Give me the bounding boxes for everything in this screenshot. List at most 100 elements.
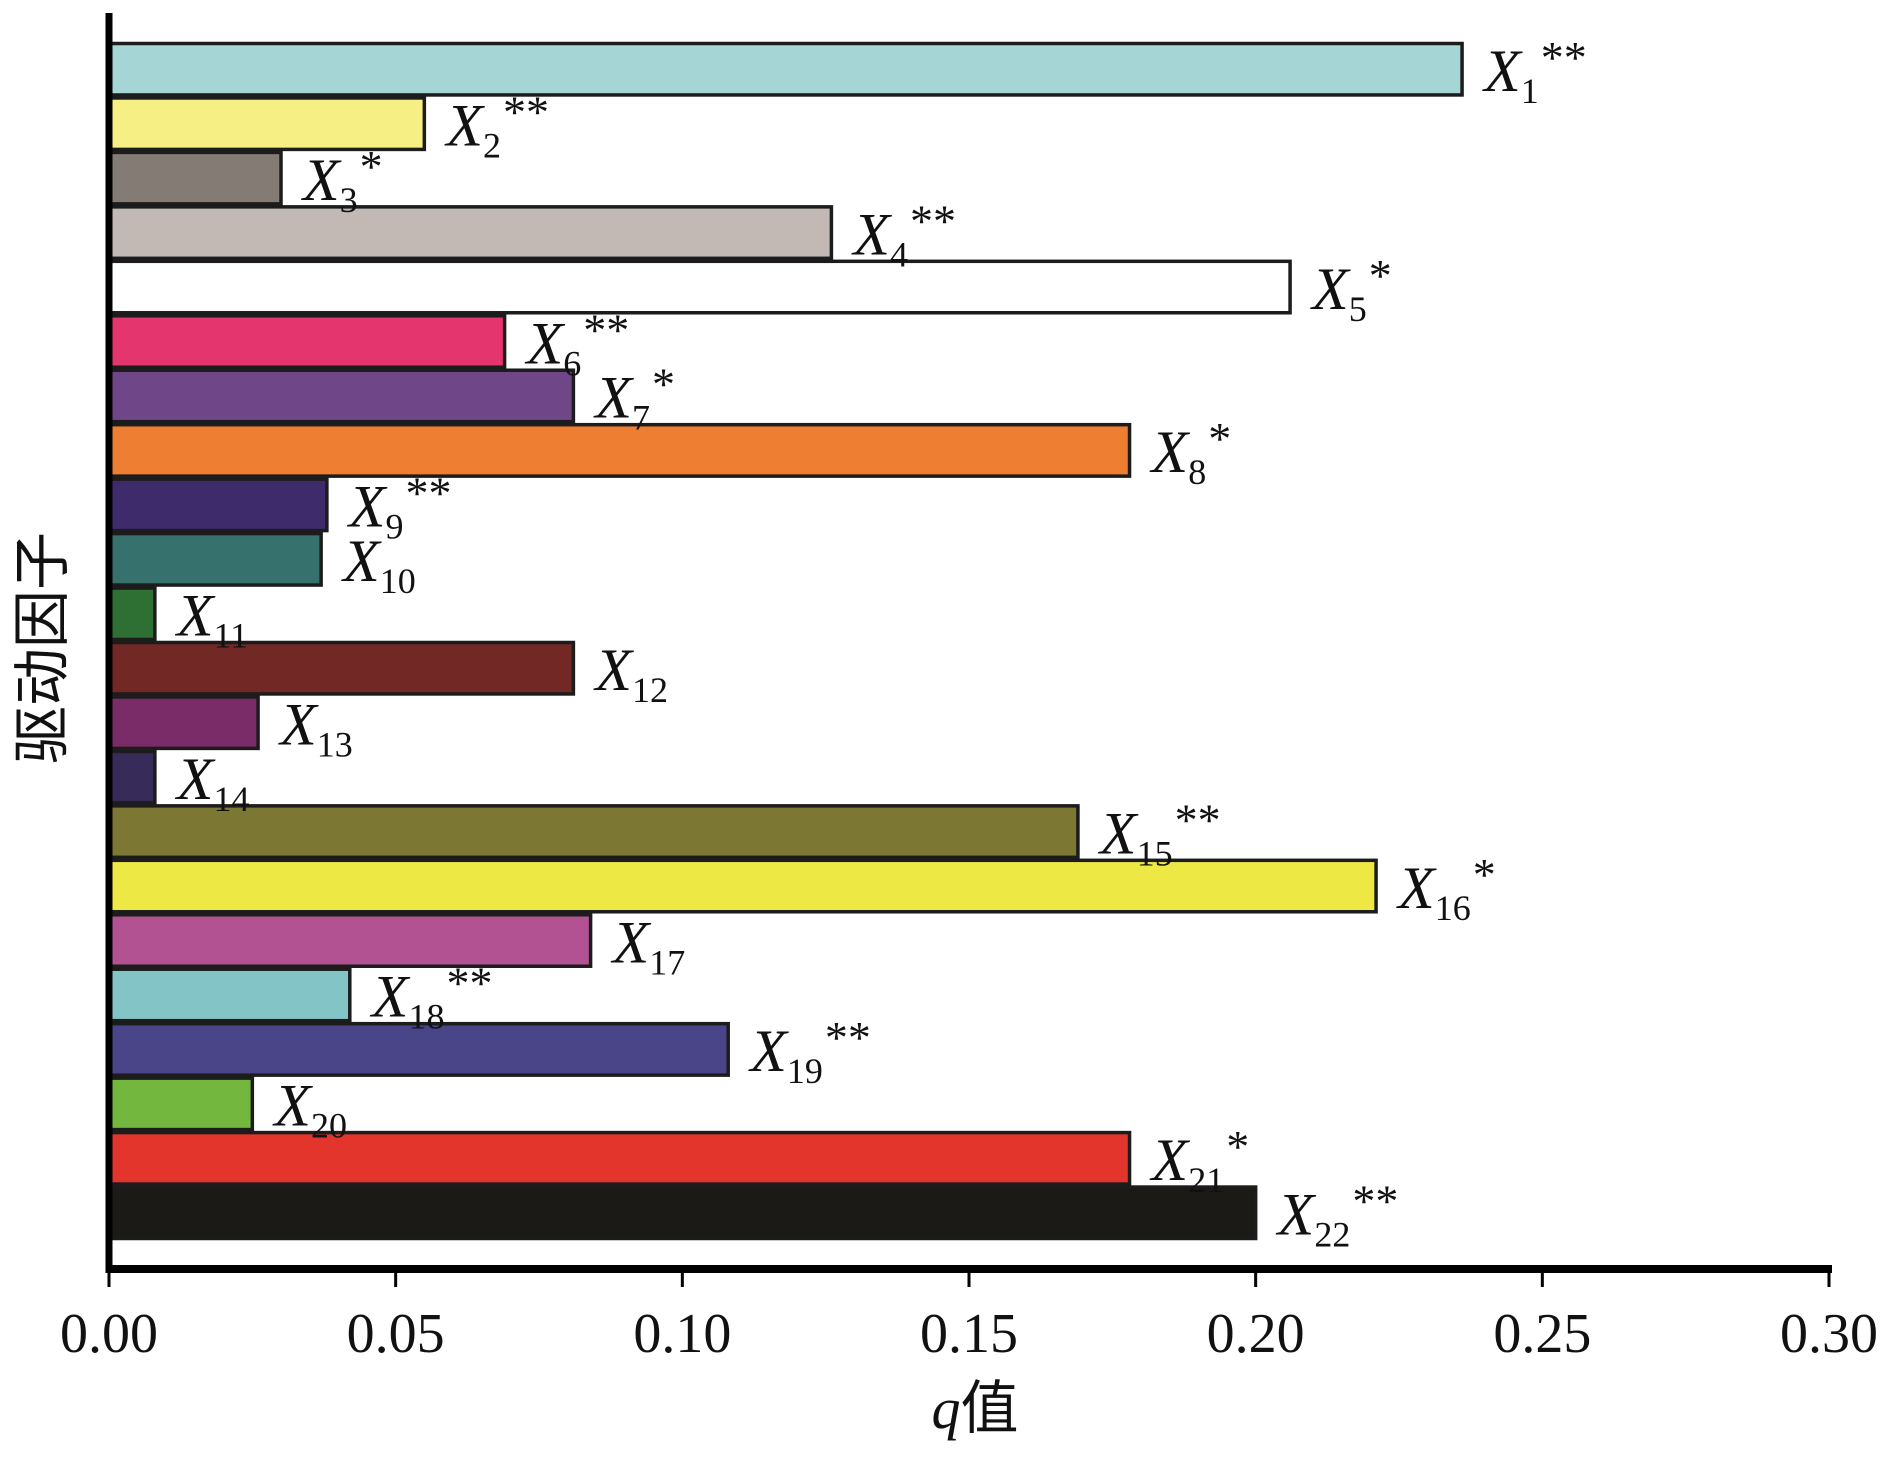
bar-label-x7: X7* [593, 359, 675, 438]
bar-x8 [107, 422, 1132, 478]
bar-label-significance: ** [406, 468, 452, 519]
bar-label-subscript: 6 [563, 343, 581, 383]
bar-label-subscript: 4 [890, 234, 908, 274]
bar-label-name: X [301, 147, 342, 213]
x-tick-labels-group: 0.00 0.05 0.10 0.15 0.20 0.25 0.30 [60, 1303, 1878, 1365]
bar-label-x6: X6** [525, 304, 630, 383]
bar-label-x12: X12 [593, 637, 668, 710]
bar-label-name: X [748, 1018, 789, 1084]
bar-label-name: X [1150, 419, 1191, 485]
bar-label-x20: X20 [272, 1073, 347, 1146]
bar-label-name: X [272, 1073, 313, 1139]
x-tick-label: 0.05 [347, 1303, 445, 1365]
bar-label-significance: ** [1541, 32, 1587, 83]
bar-labels-group: X1**X2**X3*X4**X5*X6**X7*X8*X9**X10X11X1… [175, 32, 1587, 1255]
bar-x14 [107, 749, 157, 805]
bar-label-x13: X13 [278, 691, 353, 764]
bar-label-significance: * [360, 141, 383, 192]
bar-x3 [107, 150, 283, 206]
x-tick-label: 0.30 [1780, 1303, 1878, 1365]
bar-label-subscript: 2 [483, 125, 501, 165]
bar-label-significance: ** [446, 958, 492, 1009]
x-ticks-group [107, 1269, 1831, 1287]
bars-group [107, 41, 1464, 1241]
x-tick-label: 0.20 [1207, 1303, 1305, 1365]
bar-label-significance: * [1226, 1121, 1249, 1172]
bar-label-name: X [1482, 38, 1523, 104]
bar-label-x14: X14 [175, 746, 250, 819]
bar-label-significance: ** [503, 86, 549, 137]
bar-label-x15: X15** [1098, 794, 1221, 873]
bar-label-subscript: 10 [380, 561, 416, 601]
x-tick-label: 0.10 [633, 1303, 731, 1365]
bar-x12 [107, 640, 576, 696]
bar-label-name: X [278, 691, 319, 757]
bar-label-x17: X17 [611, 909, 686, 982]
bar-label-name: X [175, 746, 216, 812]
bar-label-significance: ** [910, 195, 956, 246]
bar-label-name: X [347, 474, 388, 540]
bar-x9 [107, 477, 329, 533]
bar-label-name: X [370, 964, 411, 1030]
bar-label-name: X [593, 365, 634, 431]
bar-label-significance: ** [1352, 1176, 1398, 1227]
bar-label-name: X [175, 583, 216, 649]
bar-label-name: X [611, 909, 652, 975]
bar-x5 [107, 259, 1292, 315]
bar-label-name: X [1150, 1127, 1191, 1193]
bar-label-subscript: 21 [1188, 1160, 1224, 1200]
bar-label-subscript: 19 [787, 1051, 823, 1091]
bar-label-x18: X18** [370, 958, 493, 1037]
bar-label-name: X [1310, 256, 1351, 322]
bar-label-x19: X19** [748, 1012, 871, 1091]
bar-label-x1: X1** [1482, 32, 1587, 111]
bar-label-significance: * [1473, 849, 1496, 900]
bar-label-subscript: 14 [214, 779, 250, 819]
bar-x19 [107, 1021, 730, 1077]
bar-x10 [107, 531, 323, 587]
bar-label-name: X [593, 637, 634, 703]
bar-label-name: X [1396, 855, 1437, 921]
bar-x16 [107, 858, 1378, 914]
bar-x7 [107, 368, 576, 424]
bar-label-significance: ** [825, 1012, 871, 1063]
bar-x22 [107, 1185, 1258, 1241]
bar-label-significance: * [652, 359, 675, 410]
bar-x6 [107, 314, 507, 369]
y-axis-title: 驱动因子 [10, 532, 75, 764]
bar-label-subscript: 1 [1521, 71, 1539, 111]
x-tick-label: 0.25 [1493, 1303, 1591, 1365]
bar-label-subscript: 3 [340, 180, 358, 220]
bar-x21 [107, 1130, 1132, 1186]
x-tick-label: 0.00 [60, 1303, 158, 1365]
bar-x11 [107, 586, 157, 642]
bar-label-subscript: 7 [632, 398, 650, 438]
bar-label-x2: X2** [444, 86, 549, 165]
bar-label-subscript: 20 [311, 1106, 347, 1146]
bar-label-x16: X16* [1396, 849, 1496, 928]
bar-label-subscript: 11 [214, 616, 249, 656]
bar-label-name: X [851, 201, 892, 267]
bar-x2 [107, 96, 427, 152]
bar-x17 [107, 913, 593, 968]
bar-x4 [107, 205, 834, 261]
bar-label-x22: X22** [1276, 1176, 1399, 1255]
bar-label-name: X [444, 92, 485, 158]
bar-x1 [107, 41, 1464, 97]
bar-label-significance: ** [1175, 794, 1221, 845]
bar-label-subscript: 5 [1349, 289, 1367, 329]
bar-label-x21: X21* [1150, 1121, 1250, 1200]
bar-label-subscript: 16 [1435, 888, 1471, 928]
bar-label-x3: X3* [301, 141, 383, 220]
bar-label-x5: X5* [1310, 250, 1392, 329]
bar-label-subscript: 9 [386, 507, 404, 547]
bar-label-name: X [525, 310, 566, 376]
bar-x15 [107, 804, 1080, 860]
bar-label-x10: X10 [341, 528, 416, 601]
x-axis-title-rest: 值 [960, 1376, 1018, 1441]
bar-x13 [107, 695, 260, 751]
bar-label-subscript: 15 [1137, 833, 1173, 873]
bar-label-subscript: 18 [408, 997, 444, 1037]
bar-label-subscript: 12 [632, 670, 668, 710]
